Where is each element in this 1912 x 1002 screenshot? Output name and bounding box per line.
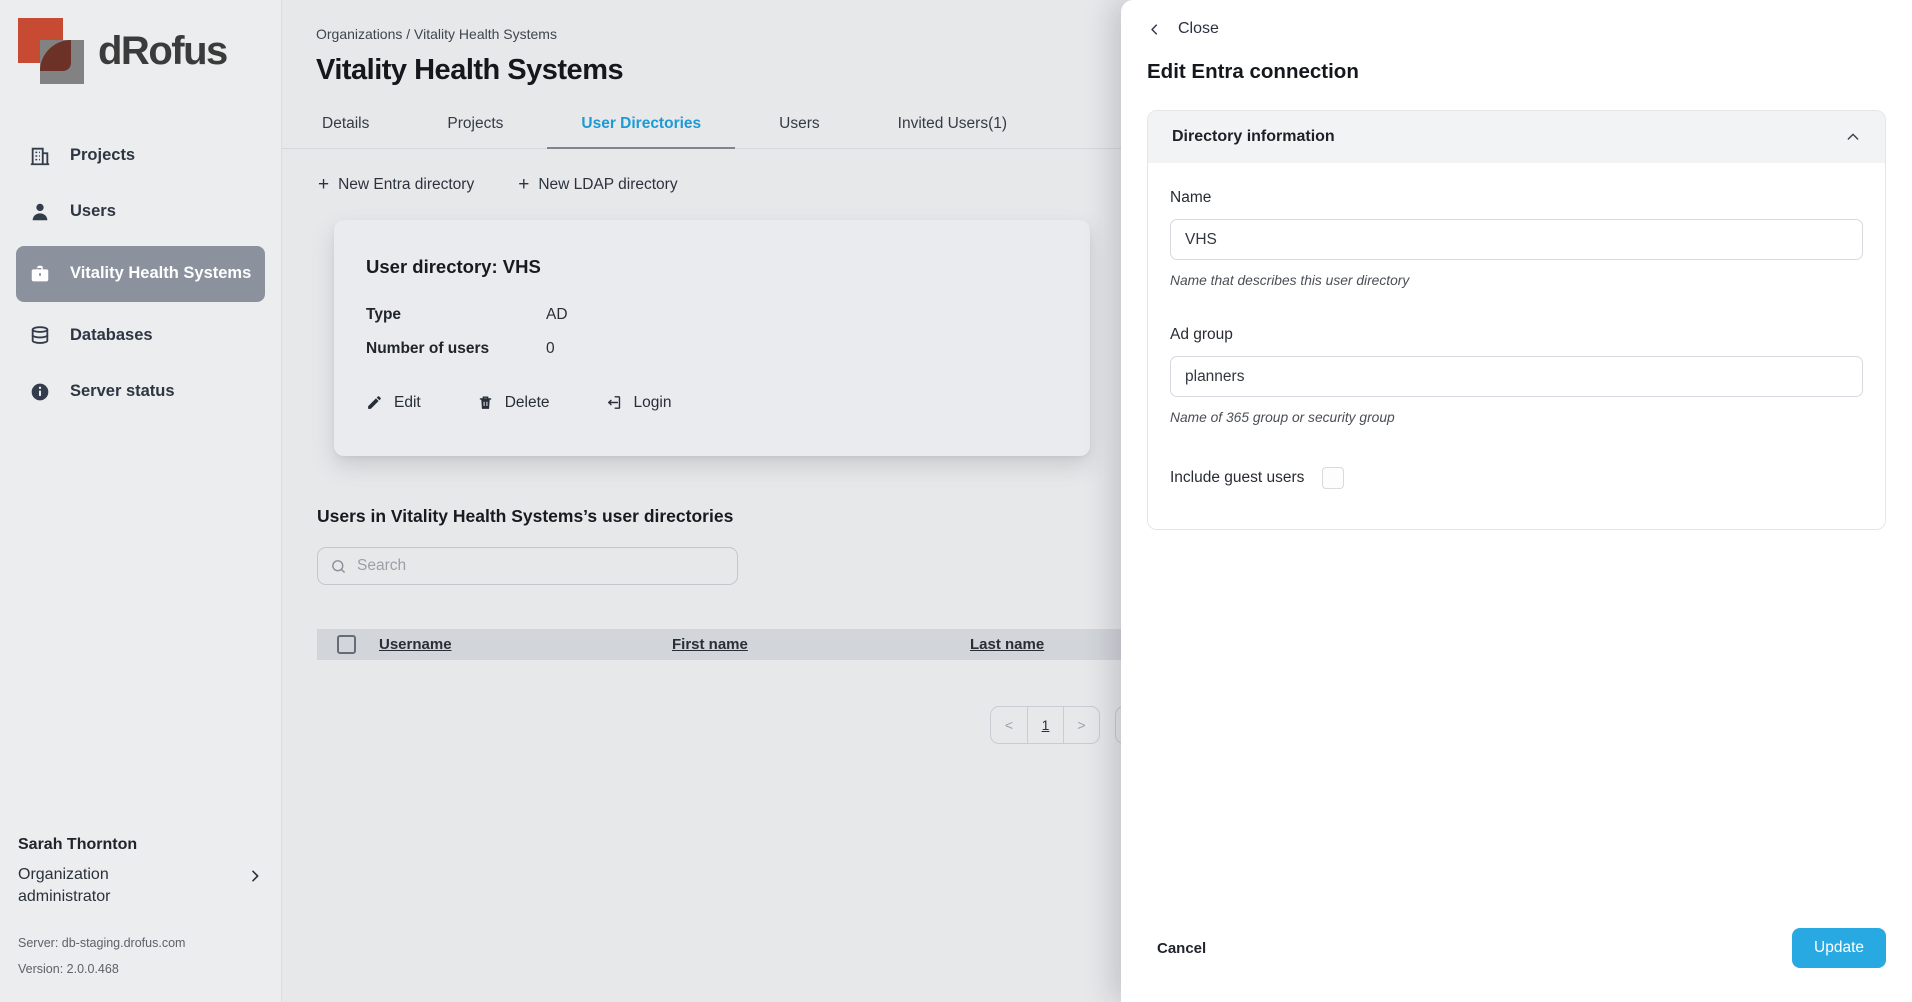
edit-entra-panel: Close Edit Entra connection Directory in… [1121, 0, 1912, 1002]
sidebar-item-label: Server status [70, 382, 175, 401]
login-icon [606, 394, 624, 412]
include-guest-users-label: Include guest users [1170, 469, 1305, 486]
tab-details[interactable]: Details [322, 115, 370, 132]
search-input[interactable] [357, 557, 725, 575]
delete-label: Delete [504, 394, 550, 411]
new-entra-directory-label: New Entra directory [338, 175, 475, 193]
tab-projects[interactable]: Projects [447, 115, 504, 132]
database-icon [28, 324, 52, 348]
chevron-right-icon [247, 868, 263, 884]
ad-group-field-group: Ad group Name of 365 group or security g… [1170, 326, 1863, 425]
pencil-icon [366, 394, 384, 412]
login-label: Login [633, 394, 672, 411]
current-user-name: Sarah Thornton [18, 836, 138, 854]
ad-group-field-helper: Name of 365 group or security group [1170, 410, 1395, 425]
edit-directory-button[interactable]: Edit [366, 394, 421, 412]
number-of-users-value: 0 [546, 340, 555, 357]
new-ldap-directory-label: New LDAP directory [538, 175, 678, 193]
directory-actions-row: + New Entra directory + New LDAP directo… [318, 175, 1912, 194]
section-header-label: Directory information [1172, 128, 1335, 145]
sidebar-item-databases[interactable]: Databases [16, 314, 265, 358]
include-guest-users-checkbox[interactable] [1322, 467, 1345, 489]
name-field-group: Name Name that describes this user direc… [1170, 189, 1863, 288]
include-guest-users-row: Include guest users [1170, 467, 1863, 489]
close-panel-button[interactable]: Close [1121, 0, 1912, 38]
close-label: Close [1178, 20, 1219, 37]
cancel-button[interactable]: Cancel [1157, 939, 1207, 957]
directory-information-body: Name Name that describes this user direc… [1148, 163, 1885, 529]
search-icon [330, 558, 347, 575]
ad-group-field-label: Ad group [1170, 326, 1233, 343]
new-entra-directory-button[interactable]: + New Entra directory [318, 175, 474, 194]
info-icon [28, 380, 52, 404]
column-username[interactable]: Username [379, 636, 452, 653]
page-prev-button[interactable]: < [991, 707, 1027, 743]
page-title: Vitality Health Systems [316, 54, 624, 86]
directory-card-title: User directory: VHS [366, 256, 541, 277]
breadcrumb[interactable]: Organizations / Vitality Health Systems [316, 26, 557, 42]
user-role-row[interactable]: Organization administrator [18, 864, 263, 907]
sidebar-item-users[interactable]: Users [16, 190, 265, 234]
version-info: Version: 2.0.0.468 [18, 961, 119, 976]
sidebar-item-label: Vitality Health Systems [70, 264, 252, 283]
tab-user-directories[interactable]: User Directories [547, 103, 736, 149]
name-field-label: Name [1170, 189, 1212, 206]
edit-label: Edit [394, 394, 421, 411]
sidebar-item-label: Users [70, 202, 116, 221]
sidebar-item-projects[interactable]: Projects [16, 134, 265, 178]
update-button[interactable]: Update [1792, 928, 1886, 968]
ad-group-input[interactable] [1170, 356, 1863, 397]
trash-icon [477, 394, 495, 412]
sidebar-item-organization[interactable]: Vitality Health Systems [16, 246, 265, 302]
chevron-up-icon [1845, 129, 1861, 145]
panel-title: Edit Entra connection [1147, 60, 1359, 83]
main-content: Organizations / Vitality Health Systems … [282, 0, 1912, 1002]
tab-bar: Details Projects User Directories Users … [282, 103, 1912, 149]
app-title: dRofus [98, 28, 228, 73]
sidebar-user-block: Sarah Thornton Organization administrato… [0, 836, 281, 1002]
tab-users[interactable]: Users [779, 115, 820, 132]
user-icon [28, 200, 52, 224]
user-directory-card: User directory: VHS Type AD Number of us… [334, 220, 1090, 456]
type-label: Type [366, 306, 402, 323]
sidebar: dRofus Projects Users [0, 0, 282, 1002]
server-info: Server: db-staging.drofus.com [18, 935, 186, 950]
new-ldap-directory-button[interactable]: + New LDAP directory [518, 175, 677, 194]
briefcase-icon [28, 262, 52, 286]
chevron-left-icon [1147, 22, 1162, 37]
server-version-info: Server: db-staging.drofus.com Version: 2… [18, 930, 263, 983]
sidebar-nav: Projects Users Vitality Health Systems [0, 134, 281, 414]
plus-icon: + [318, 174, 330, 195]
type-value: AD [546, 306, 568, 323]
page-number-button[interactable]: 1 [1027, 707, 1063, 743]
app-logo[interactable]: dRofus [0, 0, 281, 94]
tab-invited-users[interactable]: Invited Users(1) [897, 115, 1008, 132]
plus-icon: + [518, 174, 530, 195]
pagination: < 1 > [990, 706, 1100, 744]
directory-card-rows: Type AD Number of users 0 [366, 306, 1058, 358]
search-box[interactable] [317, 547, 738, 585]
directory-card-actions: Edit Delete [366, 394, 1058, 412]
directory-information-header[interactable]: Directory information [1148, 111, 1885, 163]
users-section-heading: Users in Vitality Health Systems’s user … [317, 506, 734, 526]
panel-footer: Cancel Update [1121, 908, 1912, 1002]
sidebar-item-server-status[interactable]: Server status [16, 370, 265, 414]
name-field-helper: Name that describes this user directory [1170, 273, 1410, 288]
sidebar-item-label: Databases [70, 326, 153, 345]
directory-information-section: Directory information Name Name that des… [1147, 110, 1886, 530]
column-last-name[interactable]: Last name [970, 636, 1045, 653]
select-all-checkbox[interactable] [337, 635, 356, 654]
delete-directory-button[interactable]: Delete [477, 394, 550, 412]
name-input[interactable] [1170, 219, 1863, 260]
login-directory-button[interactable]: Login [606, 394, 672, 412]
page-next-button[interactable]: > [1063, 707, 1099, 743]
column-first-name[interactable]: First name [672, 636, 748, 653]
number-of-users-label: Number of users [366, 340, 490, 357]
sidebar-item-label: Projects [70, 146, 136, 165]
drofus-logo-icon [18, 18, 84, 84]
current-user-role: Organization administrator [18, 866, 111, 905]
building-icon [28, 144, 52, 168]
